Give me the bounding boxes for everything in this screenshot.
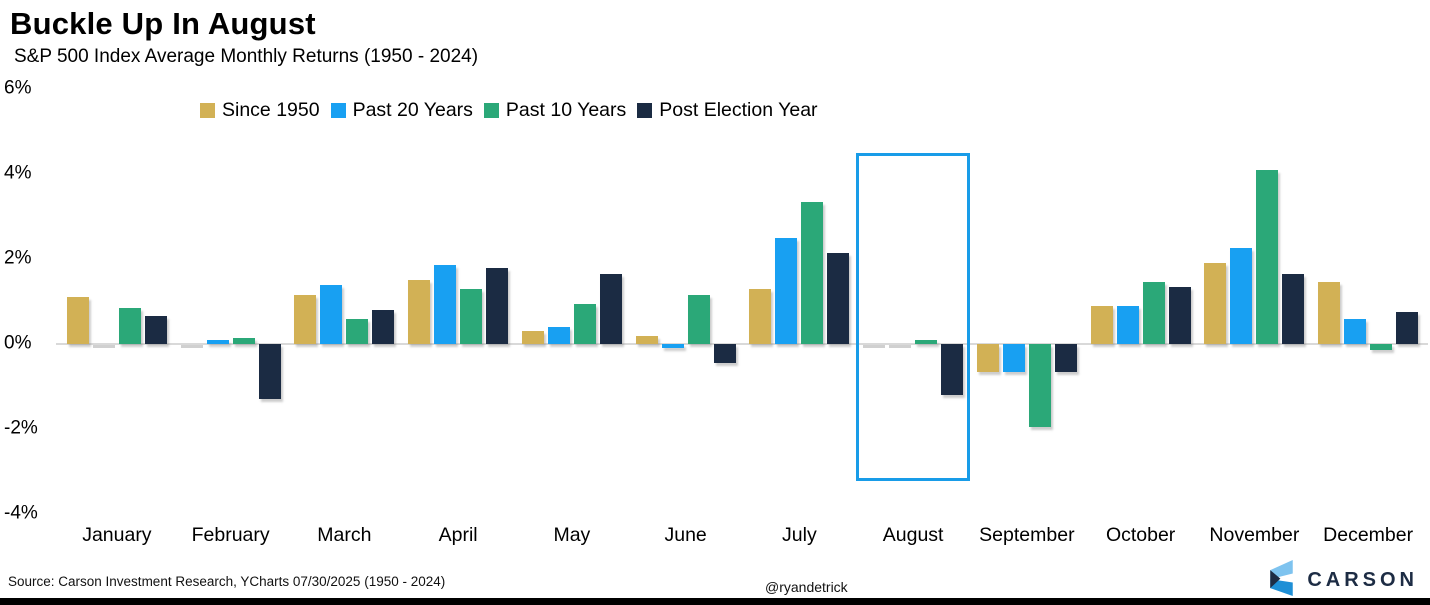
bar-past-10-years-october xyxy=(1142,282,1165,344)
x-axis-label: March xyxy=(317,524,372,546)
legend-swatch xyxy=(200,103,215,118)
y-tick-label: 4% xyxy=(4,162,32,184)
bar-post-election-year-may xyxy=(599,273,622,344)
legend-swatch xyxy=(483,103,499,118)
bar-since-1950-december xyxy=(1318,282,1341,344)
bar-post-election-year-april xyxy=(486,267,509,344)
legend-item: Post Election Year xyxy=(637,99,818,122)
bar-post-election-year-july xyxy=(827,252,850,344)
legend-item: Past 20 Years xyxy=(330,99,473,122)
legend-label: Past 20 Years xyxy=(352,99,473,121)
bar-post-election-year-october xyxy=(1168,286,1191,344)
y-tick-label: 0% xyxy=(4,332,32,354)
bar-since-1950-august xyxy=(863,345,886,348)
bar-past-20-years-december xyxy=(1344,318,1367,344)
author-handle: @ryandetrick xyxy=(765,579,848,595)
bar-past-10-years-august xyxy=(915,339,938,344)
bar-past-10-years-january xyxy=(118,307,141,344)
x-axis-label: January xyxy=(82,524,152,546)
carson-logo: CARSON xyxy=(1268,560,1418,601)
bar-post-election-year-november xyxy=(1282,273,1305,344)
x-axis-label: November xyxy=(1209,524,1300,546)
legend-item: Past 10 Years xyxy=(483,99,627,122)
x-axis-label: December xyxy=(1323,524,1414,546)
bar-since-1950-november xyxy=(1204,263,1227,344)
bar-past-20-years-june xyxy=(661,344,684,349)
y-tick-label: -4% xyxy=(4,502,38,524)
bar-past-20-years-september xyxy=(1002,344,1025,372)
bar-since-1950-october xyxy=(1090,305,1113,344)
bar-past-10-years-april xyxy=(460,288,483,344)
bar-past-10-years-march xyxy=(346,318,369,344)
x-axis-label: April xyxy=(438,524,478,546)
bar-post-election-year-february xyxy=(258,344,281,400)
x-axis-label: February xyxy=(191,524,270,546)
bar-since-1950-march xyxy=(294,295,317,344)
bar-post-election-year-august xyxy=(941,344,964,395)
bar-past-20-years-march xyxy=(320,284,343,344)
page-title: Buckle Up In August xyxy=(10,6,316,41)
source-note: Source: Carson Investment Research, YCha… xyxy=(8,574,446,589)
bar-past-10-years-june xyxy=(687,295,710,344)
bar-past-10-years-july xyxy=(801,201,824,344)
legend-label: Post Election Year xyxy=(659,99,818,121)
bar-since-1950-january xyxy=(66,297,89,344)
bar-since-1950-september xyxy=(976,344,999,372)
y-tick-label: -2% xyxy=(4,417,38,439)
x-axis-label: October xyxy=(1105,524,1176,546)
bar-past-20-years-january xyxy=(92,345,115,348)
legend-swatch xyxy=(330,103,346,118)
plot-area xyxy=(56,80,1428,520)
bar-post-election-year-september xyxy=(1054,344,1077,372)
carson-logo-text: CARSON xyxy=(1307,569,1418,591)
legend-swatch xyxy=(637,103,653,118)
bar-since-1950-february xyxy=(180,345,203,348)
legend-item: Since 1950 xyxy=(200,99,320,122)
bar-post-election-year-january xyxy=(144,316,167,344)
bar-past-20-years-february xyxy=(206,339,229,344)
bar-past-10-years-february xyxy=(232,337,255,344)
bar-past-10-years-september xyxy=(1028,344,1051,427)
legend: Since 1950 Past 20 Years Past 10 Years Post… xyxy=(200,99,829,122)
legend-label: Past 10 Years xyxy=(505,99,627,121)
bar-post-election-year-june xyxy=(713,344,736,364)
bar-past-10-years-december xyxy=(1370,344,1393,351)
bar-post-election-year-march xyxy=(372,310,395,344)
x-axis-label: June xyxy=(664,524,707,546)
chart-subtitle: S&P 500 Index Average Monthly Returns (1… xyxy=(14,46,479,67)
carson-logo-icon xyxy=(1268,560,1295,601)
bar-past-10-years-november xyxy=(1256,169,1279,344)
x-axis-labels: January February March April May June July Augu… xyxy=(60,524,1425,547)
x-axis-label: August xyxy=(882,524,944,546)
bar-past-20-years-august xyxy=(889,345,912,348)
bar-past-20-years-july xyxy=(775,237,798,344)
bar-since-1950-may xyxy=(521,331,544,344)
bar-past-20-years-october xyxy=(1116,305,1139,344)
legend-label: Since 1950 xyxy=(222,99,320,121)
bar-post-election-year-december xyxy=(1396,312,1419,344)
y-tick-label: 2% xyxy=(4,247,32,269)
bar-since-1950-april xyxy=(408,280,431,344)
bar-past-20-years-may xyxy=(547,327,570,344)
bottom-rule xyxy=(0,598,1430,605)
august-highlight-box xyxy=(856,153,971,481)
bar-past-10-years-may xyxy=(573,303,596,344)
y-tick-label: 6% xyxy=(4,77,32,99)
bar-past-20-years-april xyxy=(434,265,457,344)
x-axis-label: September xyxy=(979,524,1075,546)
bar-since-1950-july xyxy=(749,288,772,344)
bar-since-1950-june xyxy=(635,335,658,344)
x-axis-label: May xyxy=(553,524,591,546)
x-axis-label: July xyxy=(782,524,817,546)
zero-axis-line xyxy=(56,343,1428,345)
bar-past-20-years-november xyxy=(1230,248,1253,344)
